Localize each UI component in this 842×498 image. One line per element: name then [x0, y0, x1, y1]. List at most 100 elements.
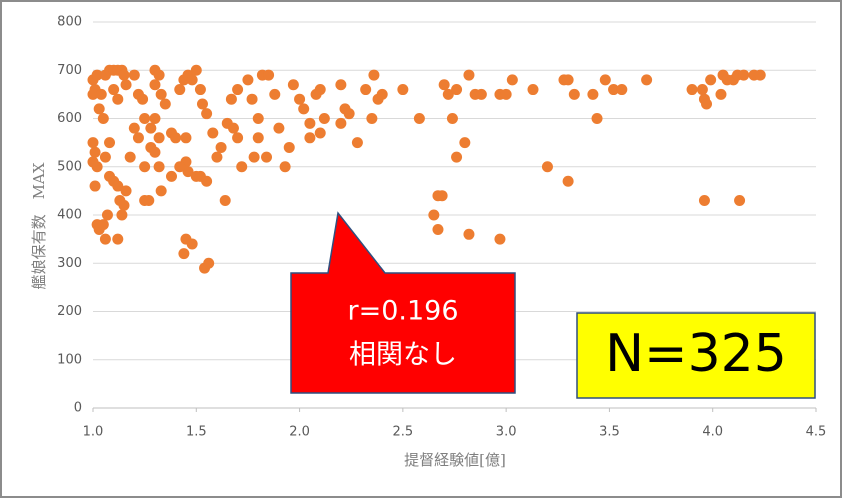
- point: [541, 161, 553, 173]
- point: [112, 233, 124, 245]
- point: [413, 113, 425, 124]
- point: [738, 69, 750, 81]
- point: [149, 113, 161, 124]
- point: [194, 84, 206, 96]
- point: [155, 88, 167, 100]
- point: [182, 166, 194, 178]
- x-tick-label: 2.0: [289, 425, 310, 440]
- point: [97, 113, 109, 124]
- point: [97, 219, 109, 231]
- point: [178, 248, 190, 260]
- count-label: N=325: [605, 324, 787, 384]
- point: [149, 146, 161, 158]
- point: [494, 233, 506, 245]
- point: [451, 84, 463, 96]
- point: [304, 117, 316, 129]
- point: [314, 84, 326, 96]
- point: [101, 209, 113, 221]
- point: [568, 88, 580, 100]
- point: [155, 185, 167, 197]
- point: [89, 180, 101, 192]
- point: [463, 228, 475, 240]
- point: [139, 113, 151, 124]
- x-tick-label: 1.5: [186, 425, 207, 440]
- point: [143, 195, 155, 207]
- y-tick-label: 100: [57, 352, 82, 367]
- point: [261, 151, 273, 163]
- point: [242, 74, 254, 86]
- point: [246, 93, 258, 105]
- point: [89, 146, 101, 158]
- point: [696, 84, 708, 96]
- point: [463, 69, 475, 81]
- point: [475, 88, 487, 100]
- point: [715, 88, 727, 100]
- point: [201, 108, 213, 120]
- point: [174, 161, 186, 173]
- point: [273, 122, 285, 134]
- point: [428, 209, 440, 221]
- y-tick-label: 300: [57, 256, 82, 271]
- point: [451, 151, 463, 163]
- point: [203, 257, 215, 269]
- point: [500, 88, 512, 100]
- count-box: [576, 312, 816, 399]
- x-axis-label: 提督経験値[億]: [404, 451, 506, 469]
- point: [112, 180, 124, 192]
- point: [215, 141, 227, 153]
- y-axis-label: 艦娘保有数 MAX: [30, 162, 48, 289]
- point: [87, 156, 99, 168]
- callout-box: [290, 211, 516, 394]
- grid: 0 100 200 300 400 500 600 700 800 1.0 1.5 2.0 2.5 3.0…: [57, 15, 826, 440]
- y-tick-label: 200: [57, 304, 82, 319]
- point: [599, 74, 611, 86]
- y-tick-label: 700: [57, 63, 82, 78]
- point: [298, 103, 310, 115]
- x-tick-label: 3.0: [496, 425, 517, 440]
- y-tick-label: 500: [57, 159, 82, 174]
- point: [165, 170, 177, 182]
- point: [153, 161, 165, 173]
- point: [616, 84, 628, 96]
- point: [397, 84, 409, 96]
- point: [351, 137, 363, 149]
- point: [153, 132, 165, 144]
- point: [120, 79, 132, 91]
- point: [137, 93, 149, 105]
- point: [207, 127, 219, 139]
- point: [436, 190, 448, 202]
- point: [335, 79, 347, 91]
- x-tick-label: 4.5: [806, 425, 827, 440]
- point: [335, 117, 347, 129]
- point: [366, 113, 378, 124]
- point: [608, 84, 620, 96]
- point: [279, 161, 291, 173]
- point: [283, 141, 295, 153]
- point: [506, 74, 518, 86]
- point: [174, 84, 186, 96]
- point: [118, 69, 130, 81]
- x-tick-label: 4.0: [702, 425, 723, 440]
- point: [186, 238, 198, 250]
- point: [227, 122, 239, 134]
- point: [120, 185, 132, 197]
- point: [754, 69, 766, 81]
- point: [180, 132, 192, 144]
- point: [287, 79, 299, 91]
- point: [248, 151, 260, 163]
- point: [170, 132, 182, 144]
- point: [438, 79, 450, 91]
- y-tick-label: 600: [57, 111, 82, 126]
- point: [432, 223, 444, 235]
- point: [304, 132, 316, 144]
- point: [93, 103, 105, 115]
- point: [186, 74, 198, 86]
- point: [99, 151, 111, 163]
- point: [95, 88, 107, 100]
- point: [91, 69, 103, 81]
- point: [562, 175, 574, 187]
- point: [376, 88, 388, 100]
- point: [446, 113, 458, 124]
